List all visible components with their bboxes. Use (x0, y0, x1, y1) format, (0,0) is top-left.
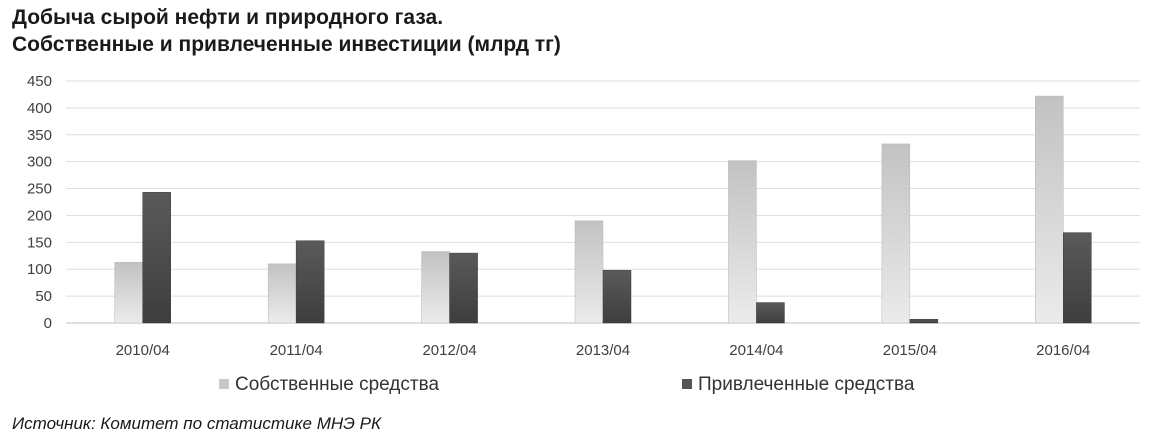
y-tick-label: 200 (27, 207, 52, 224)
bar-own-funds (114, 261, 143, 324)
bar-own-funds (1035, 95, 1064, 324)
source-note: Источник: Комитет по статистике МНЭ РК (12, 414, 382, 433)
y-tick-label: 50 (35, 288, 52, 305)
bar-borrowed-funds (756, 302, 785, 324)
y-tick-label: 300 (27, 154, 52, 171)
y-tick-label: 0 (44, 315, 52, 332)
y-tick-label: 350 (27, 127, 52, 144)
x-tick-label: 2016/04 (1036, 342, 1090, 359)
legend-swatch-borrowed-funds (682, 379, 692, 389)
y-axis-ticks: 0 50 100 150 200 250 300 350 400 450 (27, 73, 52, 332)
x-tick-label: 2013/04 (576, 342, 630, 359)
bar-own-funds (267, 263, 297, 324)
legend: Собственные средства Привлеченные средств… (219, 374, 915, 395)
bar-own-funds (574, 220, 604, 324)
x-tick-label: 2012/04 (422, 342, 476, 359)
legend-label-own-funds: Собственные средства (235, 374, 439, 395)
bar-borrowed-funds (295, 240, 325, 324)
bar-own-funds (728, 160, 757, 324)
y-tick-label: 400 (27, 100, 52, 117)
y-tick-label: 250 (27, 181, 52, 198)
bar-borrowed-funds (602, 270, 632, 324)
x-tick-label: 2010/04 (116, 342, 170, 359)
x-tick-label: 2014/04 (729, 342, 783, 359)
bar-borrowed-funds (1063, 232, 1092, 324)
y-tick-label: 100 (27, 261, 52, 278)
bar-borrowed-funds (449, 252, 478, 324)
x-tick-label: 2015/04 (883, 342, 937, 359)
bar-own-funds (881, 143, 911, 324)
y-tick-label: 450 (27, 73, 52, 90)
bar-own-funds (421, 251, 450, 324)
bars (114, 95, 1092, 324)
chart-title-line-2: Собственные и привлеченные инвестиции (м… (12, 33, 561, 56)
bar-borrowed-funds (909, 318, 939, 324)
x-axis-ticks: 2010/04 2011/04 2012/04 2013/04 2014/04 2015/… (116, 342, 1091, 359)
chart-title-line-1: Добыча сырой нефти и природного газа. (12, 6, 444, 29)
chart-title: Добыча сырой нефти и природного газа. Со… (12, 4, 561, 58)
y-tick-label: 150 (27, 234, 52, 251)
x-tick-label: 2011/04 (270, 342, 323, 359)
legend-swatch-own-funds (219, 379, 229, 389)
gridlines (66, 80, 1140, 324)
bar-borrowed-funds (142, 192, 171, 324)
legend-label-borrowed-funds: Привлеченные средства (698, 374, 915, 395)
